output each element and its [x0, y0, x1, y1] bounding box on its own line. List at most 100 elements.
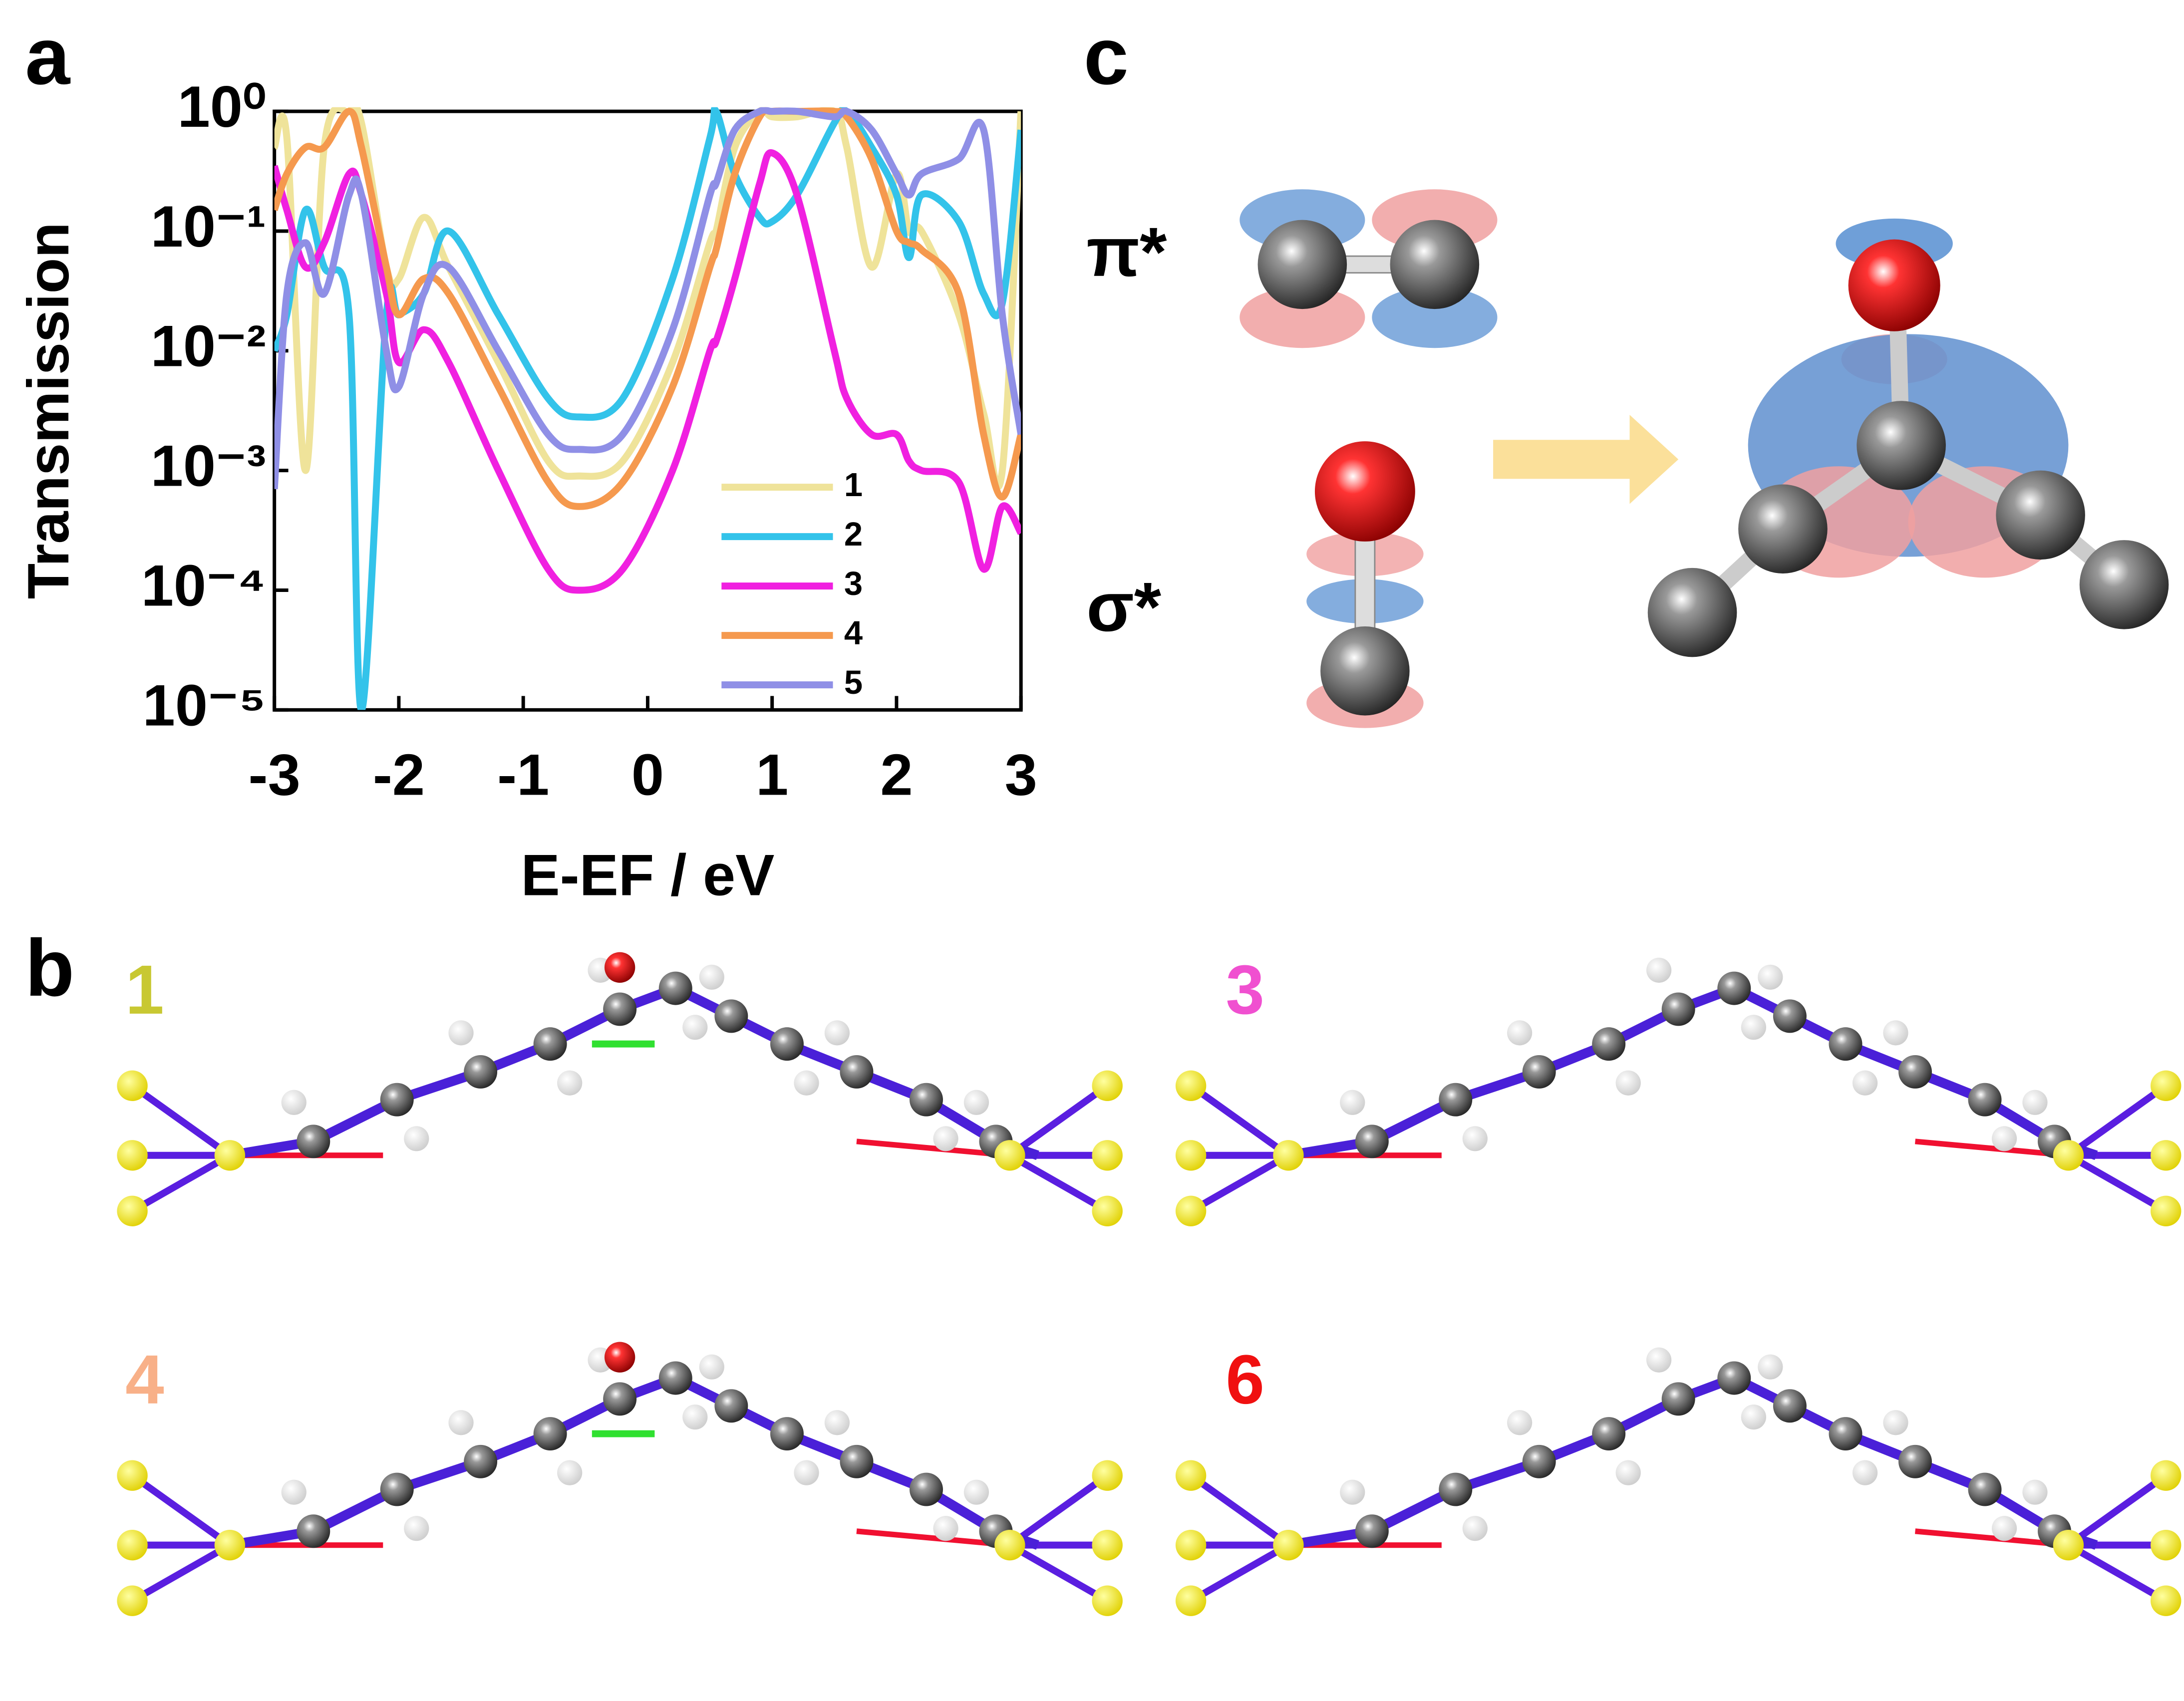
s-atom	[1175, 1140, 1207, 1171]
c-atom	[1898, 1444, 1932, 1478]
h-atom	[963, 1479, 989, 1505]
h-atom	[1741, 1015, 1766, 1040]
s-atom	[1175, 1460, 1207, 1491]
h-atom	[281, 1090, 307, 1115]
h-atom	[404, 1516, 429, 1541]
y-tick-label: 10⁻⁵	[143, 672, 266, 738]
h-atom	[699, 964, 724, 990]
bond-arrow	[130, 1542, 232, 1604]
s-atom	[1273, 1140, 1304, 1171]
s-atom	[1092, 1070, 1123, 1101]
h-atom	[794, 1460, 819, 1485]
y-tick-label: 10⁻²	[151, 313, 266, 379]
bond-arrow	[1007, 1083, 1110, 1158]
y-tick-label: 10⁻³	[151, 433, 266, 499]
s-atom	[994, 1140, 1025, 1171]
h-atom	[1507, 1410, 1533, 1435]
c-atom	[1773, 999, 1807, 1033]
bond-arrow	[1189, 1472, 1290, 1548]
s-atom	[117, 1529, 148, 1561]
c-atom	[1592, 1417, 1626, 1451]
c-atom	[533, 1417, 567, 1451]
panel-label: c	[1084, 11, 1129, 101]
s-atom	[117, 1140, 148, 1171]
h-atom	[1991, 1516, 2017, 1541]
h-atom	[1646, 957, 1672, 983]
x-tick-label: 2	[880, 742, 913, 808]
molecule-panels: 1 3 4 6	[117, 951, 2182, 1616]
s-atom	[1175, 1585, 1207, 1616]
orbital-label: σ*	[1086, 568, 1161, 646]
c-atom	[1717, 1361, 1751, 1395]
h-atom	[448, 1410, 474, 1435]
h-atom	[1462, 1126, 1488, 1151]
bond-arrow	[1008, 1542, 1109, 1604]
y-axis-title: Transmission	[15, 222, 81, 599]
c-atom	[1898, 1055, 1932, 1089]
h-atom	[1758, 1354, 1783, 1380]
s-atom	[2151, 1140, 2182, 1171]
structure-label: 3	[1226, 951, 1264, 1029]
bond-arrow	[1189, 1152, 1290, 1214]
h-atom	[1615, 1460, 1641, 1485]
y-tick-label: 10⁻⁴	[141, 553, 266, 618]
s-atom	[117, 1070, 148, 1101]
s-atom	[2053, 1140, 2084, 1171]
c-atom	[840, 1055, 874, 1089]
y-tick-label: 10⁻¹	[151, 194, 266, 259]
h-atom	[824, 1410, 850, 1435]
x-tick-label: -3	[249, 742, 301, 808]
h-atom	[933, 1516, 958, 1541]
h-atom	[1741, 1404, 1766, 1430]
structure-label: 4	[125, 1341, 164, 1418]
bond-arrow	[130, 1083, 232, 1158]
bond-arrow	[2066, 1152, 2168, 1214]
c-atom	[1522, 1444, 1556, 1478]
c-atom	[1829, 1417, 1863, 1451]
structure-label: 6	[1226, 1341, 1264, 1418]
bond-arrow	[1008, 1152, 1109, 1214]
s-atom	[1175, 1070, 1207, 1101]
h-atom	[682, 1404, 708, 1430]
h-atom	[794, 1070, 819, 1096]
s-atom	[2151, 1070, 2182, 1101]
o-atom	[604, 952, 635, 983]
c-atom	[1968, 1472, 2002, 1506]
x-tick-label: -1	[497, 742, 549, 808]
legend-label: 4	[844, 614, 863, 652]
c-atom	[658, 1361, 692, 1395]
h-atom	[1991, 1126, 2017, 1151]
h-atom	[824, 1020, 850, 1046]
c-atom	[1522, 1055, 1556, 1089]
c-atom	[1439, 1472, 1473, 1506]
c-atom	[714, 1389, 748, 1423]
c-atom	[1661, 1382, 1695, 1416]
series-line	[274, 107, 1021, 510]
s-atom	[214, 1140, 246, 1171]
c-atom	[533, 1027, 567, 1061]
h-atom	[1340, 1090, 1365, 1115]
bond-arrow	[1189, 1542, 1290, 1604]
h-atom	[1646, 1347, 1672, 1373]
s-atom	[2151, 1585, 2182, 1616]
series-line	[274, 107, 1021, 490]
s-atom	[1092, 1585, 1123, 1616]
x-axis-title: E-EF / eV	[521, 843, 774, 908]
c-atom	[770, 1417, 804, 1451]
x-tick-label: -2	[373, 742, 425, 808]
plot-frame	[273, 109, 1023, 712]
s-atom	[1092, 1140, 1123, 1171]
c-atom	[297, 1125, 330, 1158]
s-atom	[1092, 1460, 1123, 1491]
legend-label: 5	[844, 664, 863, 701]
orbital-diagram	[1240, 189, 2169, 728]
bond-arrow	[130, 1152, 232, 1214]
c-atom	[1773, 1389, 1807, 1423]
bond-arrow	[1007, 1472, 1110, 1548]
h-atom	[1852, 1460, 1878, 1485]
c-atom	[909, 1472, 943, 1506]
c-atom	[603, 1382, 637, 1416]
h-atom	[557, 1460, 583, 1485]
s-atom	[2151, 1529, 2182, 1561]
panel-label: b	[25, 923, 74, 1013]
